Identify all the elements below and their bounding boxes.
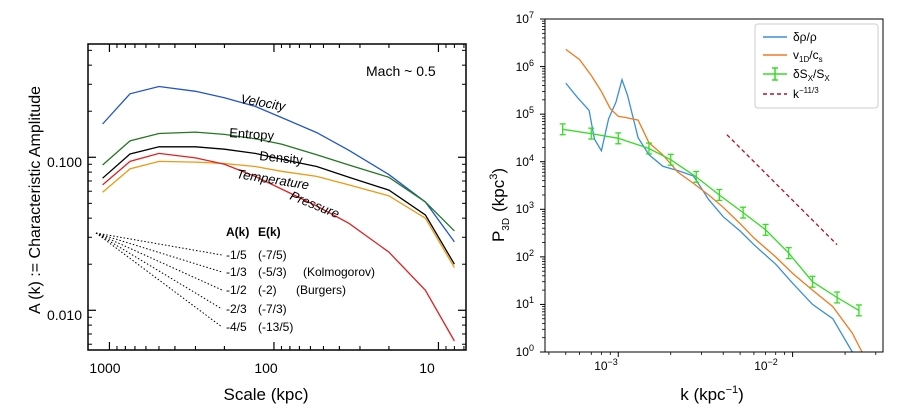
slope-row-a: -2/3: [226, 302, 247, 316]
mach-annotation: Mach ~ 0.5: [366, 63, 436, 79]
right-y-tick-labels: 100 101 102 103 104 105 106 107: [516, 10, 534, 359]
right-xtick-label: 10−3: [594, 357, 618, 373]
series-line-2: [562, 128, 860, 311]
right-ytick-label: 106: [516, 58, 534, 74]
slope-table: A(k) E(k) -1/5 (-7/5) -1/3 (-5/3) (Kolmo…: [226, 225, 375, 334]
legend-label-density: δρ/ρ: [793, 30, 817, 44]
slope-row-e: (-5/3): [258, 265, 287, 279]
slope-table-header-e: E(k): [258, 225, 281, 239]
left-xtick-label: 1000: [89, 360, 120, 376]
slope-table-header-a: A(k): [226, 225, 249, 239]
series-line-density: [102, 146, 455, 265]
right-plot-frame: [544, 18, 884, 353]
slope-row-note: (Burgers): [296, 283, 346, 297]
series-line-pressure: [102, 152, 455, 342]
legend-label-kolmogorov: k−11/3: [793, 86, 819, 101]
slope-fan-line: [95, 232, 223, 328]
right-chart: 100 101 102 103 104 105 106 107 10−3 10−…: [488, 10, 884, 404]
left-plot-frame: [87, 43, 467, 351]
series-label-entropy: Entropy: [229, 125, 275, 143]
slope-fan-lines: [95, 232, 223, 328]
slope-row-a: -4/5: [226, 320, 247, 334]
series-line-velocity: [102, 85, 455, 243]
left-y-axis-title: A (k) := Characteristic Amplitude: [27, 86, 44, 314]
slope-row-a: -1/5: [226, 248, 247, 262]
legend-label-velocity: v1D/cs: [793, 48, 823, 64]
slope-row-note: (Kolmogorov): [303, 265, 375, 279]
slope-fan-line: [95, 232, 223, 256]
left-xtick-label: 100: [254, 360, 278, 376]
slope-fan-line: [95, 232, 223, 291]
right-ytick-label: 103: [516, 200, 534, 216]
slope-fan-line: [95, 232, 223, 273]
left-ytick-label: 0.100: [47, 154, 82, 170]
right-ytick-label: 107: [516, 10, 534, 26]
series-line-1: [565, 48, 863, 353]
series-label-density: Density: [259, 148, 304, 168]
slope-row-e: (-13/5): [258, 320, 293, 334]
slope-row-a: -1/2: [226, 283, 247, 297]
slope-row-e: (-7/5): [258, 248, 287, 262]
legend-label-xray: δSX/SX: [793, 67, 830, 83]
series-line-0: [565, 77, 853, 353]
right-y-axis-title: P3D(kpc3): [488, 168, 512, 242]
series-line-3: [726, 134, 838, 246]
right-ytick-label: 100: [516, 343, 534, 359]
slope-row-e: (-2): [258, 283, 277, 297]
left-ytick-label: 0.010: [47, 307, 82, 323]
slope-fan-line: [95, 232, 223, 310]
right-ytick-label: 101: [516, 295, 534, 311]
right-legend: δρ/ρ v1D/cs δSX/SX k−11/3: [754, 23, 879, 109]
left-xtick-label: 10: [419, 360, 435, 376]
slope-row-a: -1/3: [226, 265, 247, 279]
right-ytick-label: 104: [516, 153, 534, 169]
series-label-pressure: Pressure: [288, 188, 342, 221]
series-line-temperature: [102, 160, 455, 268]
slope-row-e: (-7/3): [258, 302, 287, 316]
series-line-entropy: [102, 131, 455, 232]
left-x-axis-title: Scale (kpc): [223, 385, 308, 404]
right-x-axis-title: k (kpc−1): [680, 384, 744, 404]
legend-box: [754, 23, 879, 109]
right-ytick-label: 102: [516, 248, 534, 264]
left-chart: Velocity Entropy Density Temperature Pre…: [27, 43, 467, 404]
right-ytick-label: 105: [516, 105, 534, 121]
right-xtick-label: 10−2: [754, 357, 778, 373]
